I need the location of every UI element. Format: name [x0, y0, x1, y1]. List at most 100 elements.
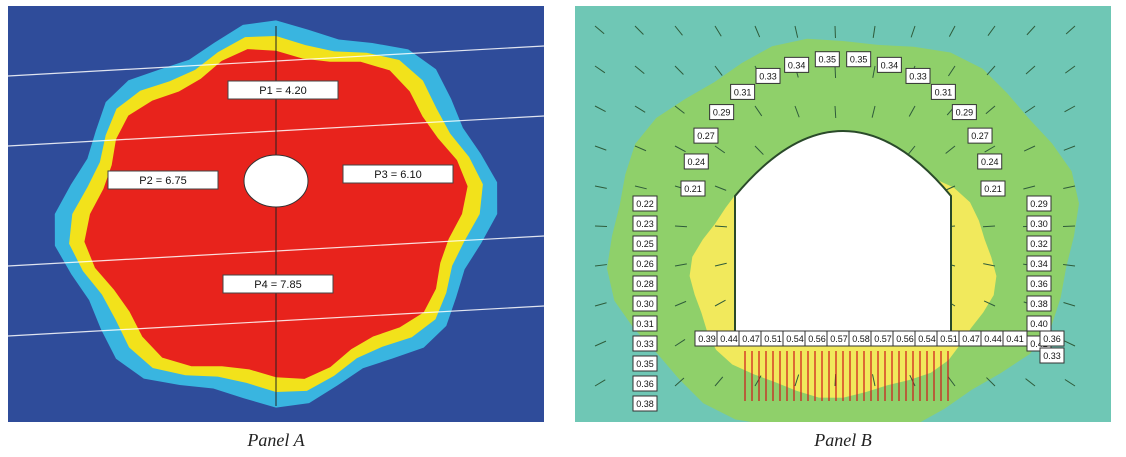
- value-box: [1026, 295, 1052, 312]
- left-value: 0.35: [632, 355, 658, 372]
- field-arrow: [1063, 145, 1076, 151]
- value-text: 0.30: [1030, 219, 1048, 229]
- field-arrow: [794, 374, 800, 387]
- left-value: 0.26: [632, 255, 658, 272]
- corner-value: 0.36: [1039, 330, 1065, 347]
- field-arrow: [754, 105, 763, 117]
- value-box: [680, 180, 706, 197]
- value-text: 0.44: [984, 334, 1002, 344]
- field-arrow: [754, 375, 762, 387]
- field-arrow: [1064, 379, 1076, 387]
- readout-label: P1 = 4.20: [227, 80, 339, 100]
- value-box: [784, 56, 810, 73]
- value-box: [632, 315, 658, 332]
- readout-text: P4 = 7.85: [254, 279, 301, 291]
- field-arrow: [714, 185, 727, 191]
- value-box: [951, 104, 977, 121]
- value-text: 0.56: [896, 334, 914, 344]
- field-arrow: [1065, 25, 1076, 35]
- field-arrow: [982, 225, 996, 228]
- value-box: [632, 395, 658, 412]
- field-arrow: [594, 185, 607, 189]
- bottom-value: 0.56: [892, 330, 918, 347]
- value-box: [905, 67, 931, 84]
- value-box: [632, 215, 658, 232]
- value-text: 0.32: [1030, 239, 1048, 249]
- left-value: 0.28: [632, 275, 658, 292]
- value-box: [1026, 275, 1052, 292]
- bottom-value: 0.56: [804, 330, 830, 347]
- value-box: [1002, 330, 1028, 347]
- readout-text: P1 = 4.20: [259, 85, 306, 97]
- panel-a-canvas: P1 = 4.20 P2 = 6.75 P3 = 6.10 P4 = 7.85: [8, 6, 544, 422]
- field-arrow: [1025, 378, 1036, 387]
- readout-label: P3 = 6.10: [342, 164, 454, 184]
- field-arrow: [634, 145, 647, 152]
- value-box: [977, 153, 1003, 170]
- corner-value: 0.33: [1039, 347, 1065, 364]
- field-arrow: [714, 145, 726, 154]
- field-arrow: [872, 65, 876, 78]
- value-text: 0.33: [636, 339, 654, 349]
- arc-value: 0.31: [930, 83, 956, 100]
- field-arrow: [594, 105, 606, 113]
- field-arrow: [594, 25, 605, 35]
- right-value: 0.38: [1026, 295, 1052, 312]
- left-value: 0.25: [632, 235, 658, 252]
- field-arrow: [714, 299, 726, 307]
- value-box: [632, 355, 658, 372]
- value-text: 0.51: [940, 334, 958, 344]
- arc-value: 0.24: [683, 153, 709, 170]
- bottom-value: 0.51: [936, 330, 962, 347]
- value-text: 0.33: [1043, 351, 1061, 361]
- right-value: 0.29: [1026, 195, 1052, 212]
- value-box: [846, 51, 872, 68]
- value-box: [1026, 315, 1052, 332]
- value-text: 0.29: [713, 108, 731, 118]
- arc-value: 0.21: [980, 180, 1006, 197]
- value-box: [632, 275, 658, 292]
- value-text: 0.57: [874, 334, 892, 344]
- field-arrow: [594, 65, 606, 74]
- field-arrow: [594, 145, 607, 151]
- bottom-value: 0.54: [914, 330, 940, 347]
- field-arrow: [1063, 263, 1076, 267]
- value-text: 0.47: [742, 334, 760, 344]
- value-box: [755, 67, 781, 84]
- field-arrow: [594, 302, 607, 307]
- field-arrow: [871, 105, 876, 118]
- value-text: 0.31: [734, 87, 752, 97]
- value-text: 0.36: [1043, 334, 1061, 344]
- field-arrow: [983, 263, 996, 267]
- core-shape: [243, 154, 309, 208]
- field-arrow: [674, 300, 687, 307]
- field-arrow: [714, 25, 722, 37]
- bottom-value: 0.57: [826, 330, 852, 347]
- field-arrow: [1026, 25, 1036, 36]
- value-text: 0.30: [636, 299, 654, 309]
- arc-value: 0.27: [693, 127, 719, 144]
- field-arrow: [674, 65, 684, 75]
- right-value: 0.32: [1026, 235, 1052, 252]
- arc-value: 0.34: [784, 56, 810, 73]
- value-text: 0.38: [1030, 299, 1048, 309]
- value-box: [730, 83, 756, 100]
- field-arrow: [1025, 65, 1036, 75]
- value-text: 0.54: [918, 334, 936, 344]
- field-arrow: [1063, 340, 1076, 347]
- field-arrow: [634, 185, 647, 190]
- field-arrow: [834, 105, 837, 119]
- value-text: 0.25: [636, 239, 654, 249]
- bottom-value: 0.39: [694, 330, 720, 347]
- field-arrow: [987, 25, 996, 37]
- arc-value: 0.35: [814, 51, 840, 68]
- value-text: 0.47: [962, 334, 980, 344]
- field-arrow: [945, 145, 956, 154]
- field-arrow: [794, 25, 799, 38]
- value-box: [1039, 330, 1065, 347]
- field-arrow: [985, 105, 996, 115]
- field-arrow: [1024, 105, 1036, 114]
- value-box: [930, 83, 956, 100]
- field-arrow: [594, 264, 607, 267]
